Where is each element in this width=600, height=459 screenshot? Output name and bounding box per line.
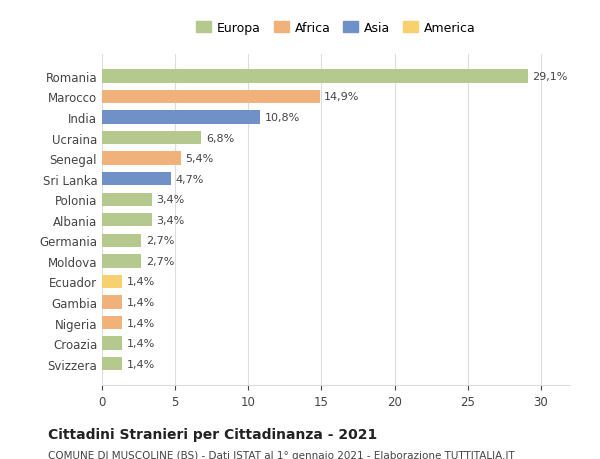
Text: 3,4%: 3,4% — [156, 215, 184, 225]
Bar — [102, 132, 202, 145]
Text: 1,4%: 1,4% — [127, 277, 155, 287]
Text: 4,7%: 4,7% — [175, 174, 203, 185]
Bar — [102, 316, 122, 330]
Text: 1,4%: 1,4% — [127, 359, 155, 369]
Bar — [102, 255, 142, 268]
Text: 5,4%: 5,4% — [185, 154, 214, 164]
Bar — [102, 234, 142, 247]
Bar — [102, 173, 171, 186]
Legend: Europa, Africa, Asia, America: Europa, Africa, Asia, America — [192, 18, 480, 39]
Bar — [102, 70, 527, 84]
Bar — [102, 111, 260, 124]
Bar — [102, 213, 152, 227]
Bar — [102, 90, 320, 104]
Text: 14,9%: 14,9% — [325, 92, 359, 102]
Bar — [102, 275, 122, 289]
Bar — [102, 357, 122, 370]
Text: 3,4%: 3,4% — [156, 195, 184, 205]
Text: 10,8%: 10,8% — [265, 113, 299, 123]
Text: COMUNE DI MUSCOLINE (BS) - Dati ISTAT al 1° gennaio 2021 - Elaborazione TUTTITAL: COMUNE DI MUSCOLINE (BS) - Dati ISTAT al… — [48, 450, 515, 459]
Text: 6,8%: 6,8% — [206, 133, 234, 143]
Text: 2,7%: 2,7% — [146, 236, 174, 246]
Bar — [102, 152, 181, 165]
Text: 1,4%: 1,4% — [127, 297, 155, 308]
Text: 1,4%: 1,4% — [127, 338, 155, 348]
Text: Cittadini Stranieri per Cittadinanza - 2021: Cittadini Stranieri per Cittadinanza - 2… — [48, 427, 377, 441]
Bar — [102, 193, 152, 207]
Text: 29,1%: 29,1% — [532, 72, 568, 82]
Bar — [102, 296, 122, 309]
Text: 1,4%: 1,4% — [127, 318, 155, 328]
Text: 2,7%: 2,7% — [146, 256, 174, 266]
Bar — [102, 337, 122, 350]
